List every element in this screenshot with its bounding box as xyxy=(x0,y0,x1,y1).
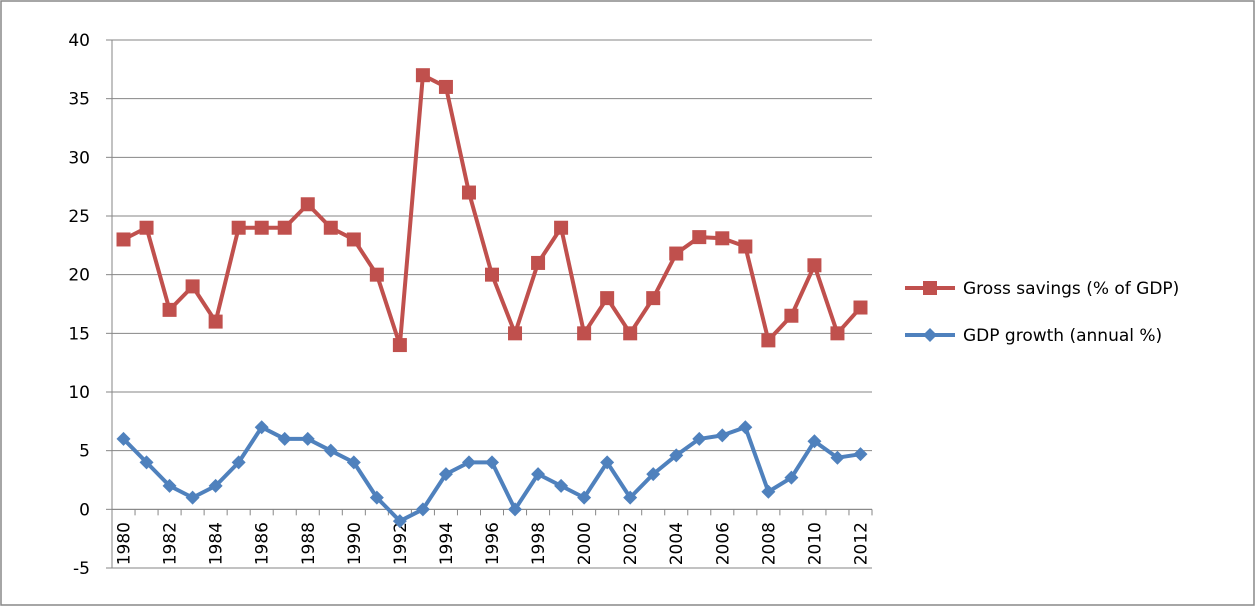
y-tick-label: 0 xyxy=(79,500,90,520)
y-tick-label: 20 xyxy=(68,266,90,286)
data-point xyxy=(254,420,269,435)
data-point xyxy=(323,443,338,458)
y-tick-label: 5 xyxy=(79,442,90,462)
data-point xyxy=(784,308,799,323)
y-tick-label: 25 xyxy=(68,207,90,227)
data-point xyxy=(554,478,569,493)
data-point xyxy=(277,220,292,235)
x-tick-label: 2002 xyxy=(621,522,641,565)
data-point xyxy=(692,431,707,446)
data-point xyxy=(162,478,177,493)
data-point xyxy=(369,267,384,282)
x-tick-label: 1994 xyxy=(437,522,457,565)
data-point xyxy=(300,197,315,212)
data-point xyxy=(139,455,154,470)
data-point xyxy=(346,232,361,247)
x-tick-label: 2008 xyxy=(759,522,779,565)
y-tick-label: 30 xyxy=(68,148,90,168)
y-tick-label: 10 xyxy=(68,383,90,403)
data-point xyxy=(807,434,822,449)
x-tick-label: 1992 xyxy=(391,522,411,565)
x-tick-label: 1980 xyxy=(115,522,135,565)
data-point xyxy=(715,231,730,246)
data-point xyxy=(323,220,338,235)
data-point xyxy=(392,338,407,353)
data-point xyxy=(508,502,523,517)
data-point xyxy=(508,326,523,341)
data-point xyxy=(162,302,177,317)
data-point xyxy=(231,220,246,235)
data-point xyxy=(853,447,868,462)
data-point xyxy=(346,455,361,470)
x-tick-label: 2010 xyxy=(805,522,825,565)
data-point xyxy=(600,455,615,470)
data-point xyxy=(623,326,638,341)
data-point xyxy=(784,470,799,485)
y-tick-label: -5 xyxy=(73,559,90,579)
data-point xyxy=(185,490,200,505)
data-point xyxy=(738,239,753,254)
data-point xyxy=(369,490,384,505)
data-point xyxy=(807,258,822,273)
data-point xyxy=(646,467,661,482)
data-point xyxy=(669,246,684,261)
data-point xyxy=(761,484,776,499)
data-point xyxy=(738,420,753,435)
data-point xyxy=(231,455,246,470)
x-tick-label: 2006 xyxy=(713,522,733,565)
data-point xyxy=(461,455,476,470)
legend-label: GDP growth (annual %) xyxy=(963,326,1162,346)
x-tick-label: 1986 xyxy=(253,522,273,565)
data-point xyxy=(577,326,592,341)
data-point xyxy=(761,333,776,348)
data-point xyxy=(438,467,453,482)
data-point xyxy=(300,431,315,446)
x-tick-label: 2012 xyxy=(851,522,871,565)
x-tick-label: 1998 xyxy=(529,522,549,565)
data-point xyxy=(208,478,223,493)
legend-marker xyxy=(923,328,937,342)
data-point xyxy=(208,314,223,329)
legend-label: Gross savings (% of GDP) xyxy=(963,279,1179,299)
data-point xyxy=(485,267,499,282)
data-point xyxy=(415,502,430,517)
legend-marker xyxy=(923,281,937,295)
x-tick-label: 2000 xyxy=(575,522,595,565)
x-tick-label: 1982 xyxy=(161,522,181,565)
data-point xyxy=(853,300,868,315)
data-point xyxy=(554,220,569,235)
data-point xyxy=(577,490,592,505)
data-point xyxy=(531,255,546,270)
data-point xyxy=(185,279,200,294)
data-point xyxy=(254,220,269,235)
data-point xyxy=(830,450,845,465)
x-tick-label: 1988 xyxy=(299,522,319,565)
data-point xyxy=(461,185,476,200)
data-point xyxy=(623,490,638,505)
x-tick-label: 1990 xyxy=(345,522,365,565)
y-tick-label: 40 xyxy=(68,31,90,51)
data-point xyxy=(116,232,131,247)
data-point xyxy=(715,428,730,443)
data-point xyxy=(116,431,131,446)
data-point xyxy=(646,291,661,306)
data-point xyxy=(139,220,154,235)
data-point xyxy=(600,291,615,306)
x-tick-label: 1996 xyxy=(483,522,503,565)
data-point xyxy=(669,448,684,463)
x-tick-label: 1984 xyxy=(207,522,227,565)
data-point xyxy=(485,455,499,470)
data-point xyxy=(692,230,707,245)
x-tick-label: 2004 xyxy=(667,522,687,565)
y-tick-label: 15 xyxy=(68,324,90,344)
data-point xyxy=(531,467,546,482)
data-point xyxy=(830,326,845,341)
data-point xyxy=(392,514,407,529)
y-tick-label: 35 xyxy=(68,90,90,110)
data-point xyxy=(415,68,430,83)
data-point xyxy=(438,79,453,94)
data-point xyxy=(277,431,292,446)
